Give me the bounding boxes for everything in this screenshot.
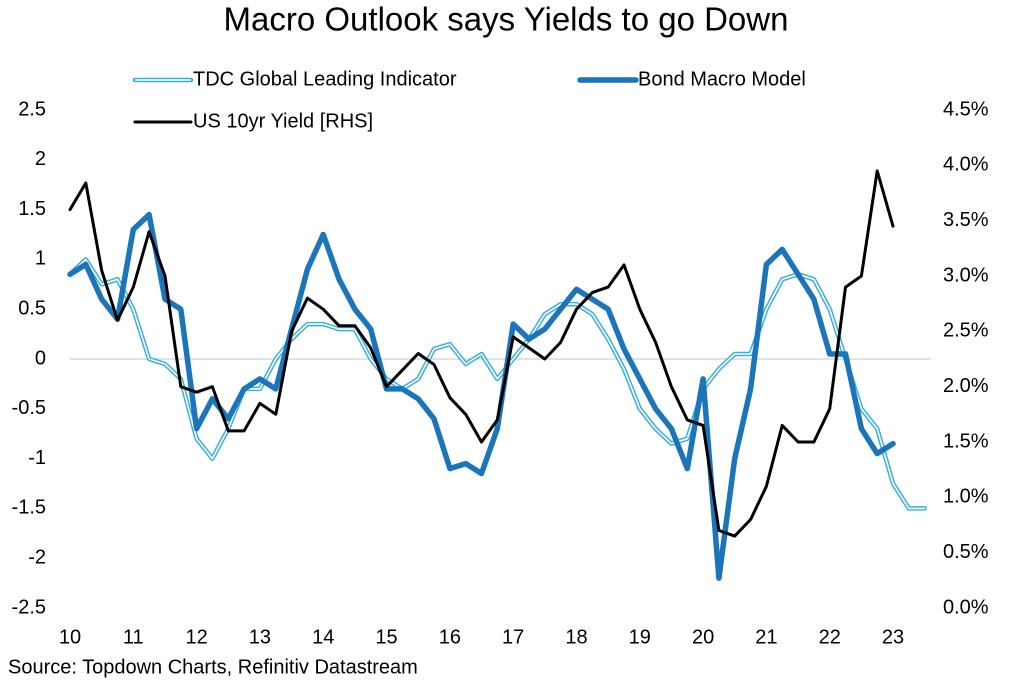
y2-tick-label: 2.5% bbox=[943, 320, 989, 342]
y-tick-label: -2.5 bbox=[12, 596, 46, 618]
legend-label: Bond Macro Model bbox=[638, 68, 806, 90]
y2-tick-label: 3.5% bbox=[943, 209, 989, 231]
y2-tick-label: 1.5% bbox=[943, 430, 989, 452]
y2-tick-label: 1.0% bbox=[943, 486, 989, 508]
x-tick-label: 23 bbox=[882, 626, 904, 648]
y2-tick-label: 0.5% bbox=[943, 541, 989, 563]
y2-tick-label: 4.5% bbox=[943, 98, 989, 120]
x-tick-label: 13 bbox=[249, 626, 271, 648]
legend-label: US 10yr Yield [RHS] bbox=[193, 110, 373, 132]
y-tick-label: 0.5 bbox=[18, 297, 46, 319]
y2-tick-label: 2.0% bbox=[943, 375, 989, 397]
y-tick-label: 2 bbox=[35, 148, 46, 170]
x-tick-label: 18 bbox=[565, 626, 587, 648]
x-tick-label: 17 bbox=[502, 626, 524, 648]
chart-title: Macro Outlook says Yields to go Down bbox=[224, 1, 789, 38]
y-tick-label: -1 bbox=[28, 447, 46, 469]
series-line-inner bbox=[69, 258, 926, 510]
y2-tick-label: 4.0% bbox=[943, 154, 989, 176]
y-tick-label: -0.5 bbox=[12, 397, 46, 419]
source-note: Source: Topdown Charts, Refinitiv Datast… bbox=[8, 656, 418, 678]
series-line bbox=[67, 257, 927, 511]
x-tick-label: 16 bbox=[439, 626, 461, 648]
x-tick-label: 14 bbox=[312, 626, 334, 648]
x-tick-label: 15 bbox=[375, 626, 397, 648]
y-tick-label: 2.5 bbox=[18, 98, 46, 120]
series-line bbox=[68, 169, 895, 538]
x-tick-label: 19 bbox=[629, 626, 651, 648]
x-tick-label: 21 bbox=[755, 626, 777, 648]
y-tick-label: 0 bbox=[35, 347, 46, 369]
x-tick-label: 20 bbox=[692, 626, 714, 648]
x-tick-label: 22 bbox=[819, 626, 841, 648]
legend-label: TDC Global Leading Indicator bbox=[193, 68, 457, 90]
series-line bbox=[67, 211, 896, 581]
x-tick-label: 10 bbox=[59, 626, 81, 648]
y-tick-label: 1.5 bbox=[18, 198, 46, 220]
y-tick-label: -1.5 bbox=[12, 497, 46, 519]
x-tick-label: 12 bbox=[185, 626, 207, 648]
y2-tick-label: 3.0% bbox=[943, 264, 989, 286]
x-tick-label: 11 bbox=[123, 626, 144, 648]
y2-tick-label: 0.0% bbox=[943, 596, 989, 618]
y-tick-label: 1 bbox=[35, 248, 46, 270]
y-tick-label: -2 bbox=[28, 546, 46, 568]
